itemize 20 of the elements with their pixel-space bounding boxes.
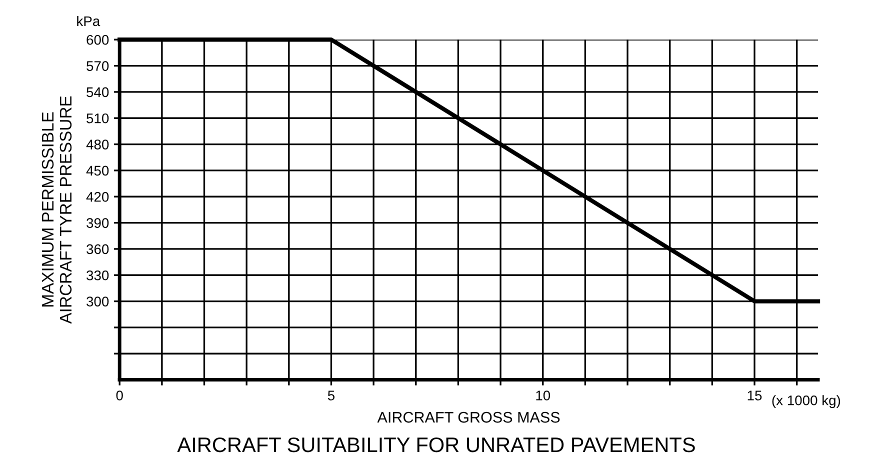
x-axis-title: AIRCRAFT GROSS MASS (377, 412, 560, 423)
y-tick-label: 390 (86, 218, 109, 228)
y-tick-label: 450 (86, 166, 109, 176)
x-tick-label: 10 (536, 390, 550, 400)
y-tick-label: 480 (86, 140, 109, 150)
y-tick-label: 600 (86, 34, 109, 45)
y-tick-label: 570 (86, 61, 109, 71)
text: AIRCRAFT SUITABILITY FOR UNRATED PAVEMENTS (177, 437, 695, 452)
y-tick-label: 360 (86, 244, 109, 254)
y-tick-label: 330 (86, 270, 109, 280)
y-tick-label: 420 (86, 192, 109, 202)
x-tick-label: 5 (328, 390, 335, 400)
text: kPa (77, 16, 100, 26)
text: (x 1000 kg) (772, 395, 840, 408)
y-tick-label: 510 (86, 113, 109, 124)
y-axis-title: MAXIMUM PERMISSIBLE AIRCRAFT TYRE PRESSURE (42, 96, 72, 324)
y-tick-label: 300 (86, 296, 109, 306)
y-tick-label: 540 (86, 87, 109, 98)
x-tick-label: 15 (748, 390, 762, 400)
x-tick-label: 0 (116, 390, 123, 400)
